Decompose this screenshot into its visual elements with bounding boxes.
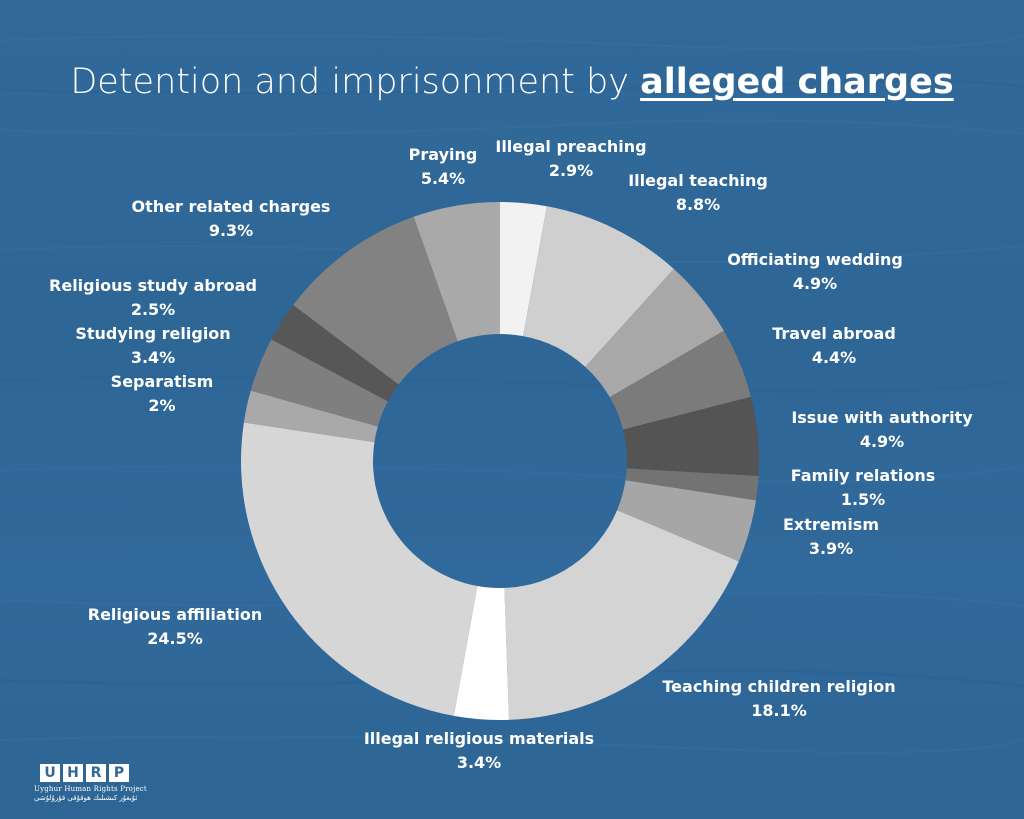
chart-title: Detention and imprisonment by alleged ch… xyxy=(0,62,1024,102)
slice-label: Extremism xyxy=(783,515,879,534)
donut-slice xyxy=(623,396,760,477)
slice-label: Officiating wedding xyxy=(727,250,903,269)
slice-label: Praying xyxy=(409,145,478,164)
logo-letter: P xyxy=(109,764,129,782)
slice-value-label: 4.9% xyxy=(860,432,904,451)
donut-slice xyxy=(271,305,399,402)
slice-label: Family relations xyxy=(791,466,936,485)
donut-slice xyxy=(240,422,478,716)
slice-label: Separatism xyxy=(111,372,214,391)
slice-label: Illegal preaching xyxy=(495,137,646,156)
slice-value-label: 9.3% xyxy=(209,221,253,240)
donut-slice xyxy=(413,202,500,342)
chart-title-prefix: Detention and imprisonment by xyxy=(70,62,629,102)
slice-value-label: 5.4% xyxy=(421,169,465,188)
donut-slice xyxy=(523,206,674,367)
slice-value-label: 4.9% xyxy=(793,274,837,293)
slice-label: Religious affiliation xyxy=(88,605,262,624)
uhrp-logo: U H R P Uyghur Human Rights Project ئۇيغ… xyxy=(34,764,154,808)
logo-name: Uyghur Human Rights Project xyxy=(34,785,147,793)
slice-value-label: 24.5% xyxy=(147,629,203,648)
donut-slice xyxy=(625,468,759,501)
logo-letter: U xyxy=(40,764,60,782)
donut-slice xyxy=(617,480,756,562)
slice-value-label: 8.8% xyxy=(676,195,720,214)
slice-value-label: 18.1% xyxy=(751,701,807,720)
slice-label: Religious study abroad xyxy=(49,276,257,295)
slice-label: Issue with authority xyxy=(791,408,973,427)
slice-value-label: 1.5% xyxy=(841,490,885,509)
slice-value-label: 3.4% xyxy=(457,753,501,772)
slice-label: Studying religion xyxy=(75,324,230,343)
slice-label: Travel abroad xyxy=(772,324,896,343)
donut-slice xyxy=(500,202,547,337)
slice-value-label: 3.9% xyxy=(809,539,853,558)
donut-slice xyxy=(250,339,388,427)
donut-slice xyxy=(504,510,739,720)
logo-letters: U H R P xyxy=(40,764,154,782)
slice-label: Other related charges xyxy=(132,197,331,216)
donut-slices xyxy=(240,202,760,720)
donut-slice xyxy=(243,390,378,443)
slice-label: Illegal teaching xyxy=(628,171,768,190)
logo-letter: R xyxy=(86,764,106,782)
logo-name-uyghur: ئۇيغۇر كىشىلىك ھوقۇقى قۇرۇلۇشى xyxy=(34,794,138,802)
slice-labels: Illegal preaching 2.9% Illegal teaching 8.8… xyxy=(49,137,973,772)
slice-label: Teaching children religion xyxy=(662,677,895,696)
slice-label: Illegal religious materials xyxy=(364,729,594,748)
donut-slice xyxy=(293,216,458,385)
donut-slice xyxy=(585,269,724,398)
slice-value-label: 2.9% xyxy=(549,161,593,180)
slice-value-label: 3.4% xyxy=(131,348,175,367)
logo-letter: H xyxy=(63,764,83,782)
slice-value-label: 4.4% xyxy=(812,348,856,367)
chart-title-emphasis: alleged charges xyxy=(640,62,954,102)
donut-slice xyxy=(453,585,509,720)
donut-slice xyxy=(609,330,751,430)
slice-value-label: 2% xyxy=(148,396,175,415)
slice-value-label: 2.5% xyxy=(131,300,175,319)
